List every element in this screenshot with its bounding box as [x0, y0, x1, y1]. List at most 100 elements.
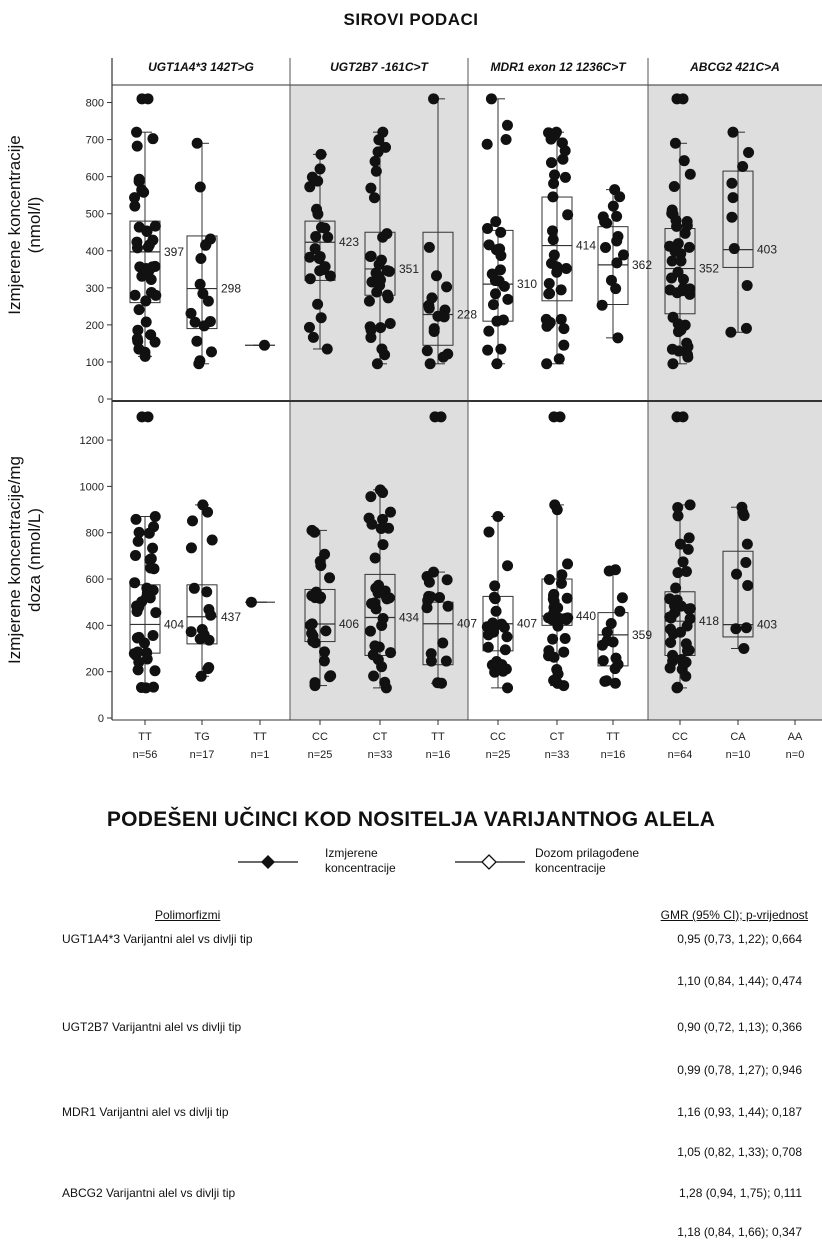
data-point	[740, 556, 752, 568]
data-point	[133, 304, 145, 316]
x-tick-n: n=56	[133, 749, 158, 761]
data-point	[191, 335, 203, 347]
data-point	[601, 675, 613, 687]
data-point	[500, 663, 512, 675]
data-point	[600, 241, 612, 253]
outlier-point	[435, 411, 447, 423]
data-point	[426, 292, 438, 304]
data-point	[665, 612, 677, 624]
data-point	[491, 358, 503, 370]
data-point	[664, 662, 676, 674]
data-point	[601, 635, 613, 647]
x-tick-genotype: TG	[194, 731, 209, 743]
data-point	[322, 231, 334, 243]
data-point	[738, 643, 750, 655]
data-point	[664, 593, 676, 605]
data-point	[547, 633, 559, 645]
data-point	[432, 677, 444, 689]
data-point	[683, 241, 695, 253]
row-label-mdr1: MDR1 Varijantni alel vs divlji tip	[62, 1105, 229, 1119]
x-tick-genotype: TT	[606, 731, 620, 743]
data-point	[423, 241, 435, 253]
data-point	[185, 626, 197, 638]
data-point	[185, 307, 197, 319]
data-point	[737, 161, 749, 173]
median-label: 351	[399, 262, 419, 276]
data-point	[671, 600, 683, 612]
data-point	[558, 339, 570, 351]
y-tick-label: 500	[86, 209, 104, 221]
data-point	[558, 646, 570, 658]
outlier-point	[554, 411, 566, 423]
data-point	[201, 586, 213, 598]
data-point	[134, 261, 146, 273]
data-point	[130, 513, 142, 525]
data-point	[495, 226, 507, 238]
data-point	[140, 316, 152, 328]
data-point	[483, 526, 495, 538]
y-tick-label: 1200	[80, 435, 104, 447]
data-point	[551, 266, 563, 278]
data-point	[373, 134, 385, 146]
data-point	[500, 133, 512, 145]
data-point	[742, 580, 754, 592]
row-value-mdr1-measured: 1,16 (0,93, 1,44); 0,187	[677, 1105, 802, 1119]
data-point	[315, 148, 327, 160]
box	[597, 226, 629, 305]
data-point	[743, 146, 755, 158]
data-point	[428, 323, 440, 335]
y-axis-label-bottom: Izmjerene koncentracije/mg doza (nmol/L)	[5, 415, 45, 705]
data-point	[674, 538, 686, 550]
data-point	[197, 288, 209, 300]
data-point	[310, 231, 322, 243]
data-point	[129, 200, 141, 212]
data-point	[740, 622, 752, 634]
data-point	[482, 641, 494, 653]
data-point	[304, 619, 316, 631]
data-point	[616, 592, 628, 604]
data-point	[202, 663, 214, 675]
section-title: PODEŠENI UČINCI KOD NOSITELJA VARIJANTNO…	[106, 808, 716, 831]
data-point	[680, 565, 692, 577]
data-point	[314, 251, 326, 263]
data-point	[144, 554, 156, 566]
table-header-polymorphisms: Polimorfizmi	[155, 908, 221, 922]
data-point	[131, 140, 143, 152]
data-point	[490, 605, 502, 617]
legend-dose-adjusted: Dozom prilagođene koncentracije	[535, 846, 639, 876]
data-point	[383, 265, 395, 277]
box	[304, 220, 336, 281]
filled-diamond-marker	[238, 855, 298, 869]
data-point	[502, 293, 514, 305]
data-point	[609, 677, 621, 689]
y-axis-label-bottom-line2: doza (nmol/L)	[25, 508, 44, 612]
legend-measured-line1: Izmjerene	[325, 846, 378, 860]
data-point	[365, 491, 377, 503]
x-tick-n: n=33	[368, 749, 393, 761]
data-point	[369, 552, 381, 564]
x-tick-genotype: CA	[730, 731, 746, 743]
data-point	[304, 273, 316, 285]
data-point	[145, 286, 157, 298]
data-point	[607, 200, 619, 212]
data-point	[605, 274, 617, 286]
data-point	[669, 137, 681, 149]
data-point	[194, 278, 206, 290]
data-point	[482, 223, 494, 235]
data-point	[370, 603, 382, 615]
data-point	[543, 278, 555, 290]
x-tick-n: n=64	[668, 749, 693, 761]
data-point	[369, 640, 381, 652]
data-point	[676, 654, 688, 666]
data-point	[194, 181, 206, 193]
data-point	[195, 253, 207, 265]
data-point	[489, 288, 501, 300]
data-point	[549, 169, 561, 181]
data-point	[205, 346, 217, 358]
data-point	[189, 316, 201, 328]
data-point	[559, 145, 571, 157]
y-tick-label: 200	[86, 667, 104, 679]
data-point	[421, 602, 433, 614]
y-tick-label: 100	[86, 357, 104, 369]
data-point	[670, 214, 682, 226]
